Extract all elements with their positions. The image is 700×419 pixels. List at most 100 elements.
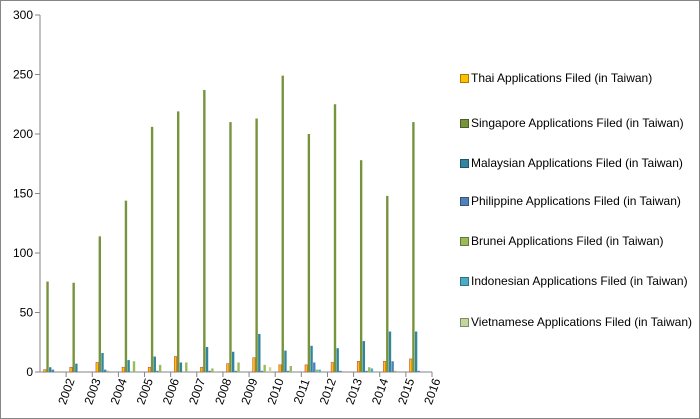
bar bbox=[417, 370, 420, 372]
bar bbox=[278, 364, 282, 373]
bar bbox=[260, 370, 264, 372]
bar bbox=[286, 370, 290, 372]
x-tick-label: 2013 bbox=[343, 376, 365, 406]
bar bbox=[289, 366, 292, 372]
x-tick-label: 2016 bbox=[421, 376, 443, 406]
legend-swatch bbox=[460, 318, 469, 327]
bar bbox=[98, 236, 102, 372]
bar bbox=[255, 118, 258, 372]
bar bbox=[203, 89, 206, 372]
bar bbox=[158, 364, 162, 372]
x-tick-label: 2002 bbox=[55, 376, 77, 406]
bar bbox=[383, 360, 387, 373]
y-tick-label: 200 bbox=[13, 127, 33, 141]
bar bbox=[229, 122, 232, 372]
legend-label: Indonesian Applications Filed (in Taiwan… bbox=[471, 274, 688, 288]
x-tick-label: 2015 bbox=[395, 376, 417, 406]
bar bbox=[156, 370, 159, 372]
bar bbox=[43, 369, 47, 373]
bar bbox=[46, 281, 49, 372]
bars bbox=[43, 75, 420, 373]
bar bbox=[339, 370, 342, 372]
x-tick-label: 2008 bbox=[212, 376, 234, 406]
x-tick-label: 2003 bbox=[81, 376, 103, 406]
bar bbox=[51, 369, 55, 372]
bar bbox=[391, 361, 394, 372]
y-tick-label: 250 bbox=[13, 68, 33, 82]
bar bbox=[147, 366, 151, 373]
legend-swatch bbox=[460, 237, 469, 246]
bar bbox=[394, 370, 397, 372]
x-tick-label: 2006 bbox=[160, 376, 182, 406]
bar bbox=[370, 368, 374, 372]
bar bbox=[365, 370, 368, 372]
bar bbox=[237, 362, 240, 372]
bar bbox=[409, 358, 413, 373]
bar bbox=[106, 370, 110, 372]
legend-swatch bbox=[460, 277, 469, 286]
bar bbox=[414, 331, 418, 372]
bar bbox=[386, 195, 389, 372]
bar bbox=[179, 362, 183, 372]
y-tick-label: 150 bbox=[13, 187, 33, 201]
legend-label: Vietnamese Applications Filed (in Taiwan… bbox=[471, 315, 693, 329]
bar bbox=[95, 362, 99, 373]
x-tick-label: 2014 bbox=[369, 376, 391, 406]
bar bbox=[336, 348, 339, 372]
bar bbox=[318, 369, 321, 372]
bar bbox=[200, 366, 204, 373]
bar bbox=[49, 367, 52, 372]
x-tick-label: 2012 bbox=[317, 376, 339, 406]
legend-label: Brunei Applications Filed (in Taiwan) bbox=[471, 234, 664, 248]
bar bbox=[313, 362, 316, 372]
bar bbox=[368, 367, 371, 372]
bar bbox=[281, 75, 284, 372]
bar bbox=[150, 126, 154, 372]
bar bbox=[231, 351, 235, 372]
x-tick-label: 2004 bbox=[108, 376, 130, 406]
y-tick-label: 300 bbox=[13, 8, 33, 22]
x-tick-label: 2010 bbox=[264, 376, 286, 406]
bar bbox=[412, 122, 415, 372]
legend-swatch bbox=[460, 119, 469, 128]
bar bbox=[388, 331, 392, 372]
legend: Thai Applications Filed (in Taiwan) Singa… bbox=[456, 60, 696, 360]
bar bbox=[177, 111, 180, 372]
legend-label: Malaysian Applications Filed (in Taiwan) bbox=[471, 156, 683, 170]
bar bbox=[330, 362, 334, 373]
bar bbox=[121, 366, 125, 373]
bar bbox=[208, 370, 211, 372]
x-tick-label: 2011 bbox=[291, 377, 313, 406]
bar bbox=[252, 357, 256, 373]
bar bbox=[211, 368, 214, 372]
bar bbox=[315, 369, 319, 372]
legend-label: Thai Applications Filed (in Taiwan) bbox=[471, 71, 653, 85]
x-tick-label: 2005 bbox=[134, 376, 156, 406]
bar bbox=[304, 364, 308, 373]
legend-label: Singapore Applications Filed (in Taiwan) bbox=[471, 116, 684, 130]
x-tick-label: 2009 bbox=[238, 376, 260, 406]
x-axis: 2002 2003 2004 2005 2006 2007 2008 2009 2010 2011… bbox=[40, 371, 444, 406]
bar bbox=[72, 282, 75, 372]
bar bbox=[75, 363, 78, 372]
bar bbox=[153, 356, 156, 372]
bar bbox=[258, 333, 261, 372]
bar bbox=[310, 345, 313, 372]
y-axis: 0 50 100 150 200 250 300 bbox=[13, 8, 41, 379]
bar bbox=[174, 356, 178, 373]
bar bbox=[263, 364, 266, 372]
bar bbox=[132, 361, 136, 372]
bar bbox=[234, 370, 238, 372]
bar bbox=[356, 360, 360, 373]
bar bbox=[333, 104, 337, 372]
bar bbox=[205, 347, 209, 372]
legend-swatch bbox=[460, 159, 469, 168]
x-tick-label: 2007 bbox=[186, 376, 208, 406]
bar bbox=[103, 369, 107, 372]
y-tick-label: 0 bbox=[26, 365, 33, 379]
bar bbox=[124, 200, 128, 372]
bar bbox=[226, 363, 230, 373]
bar bbox=[284, 350, 287, 372]
